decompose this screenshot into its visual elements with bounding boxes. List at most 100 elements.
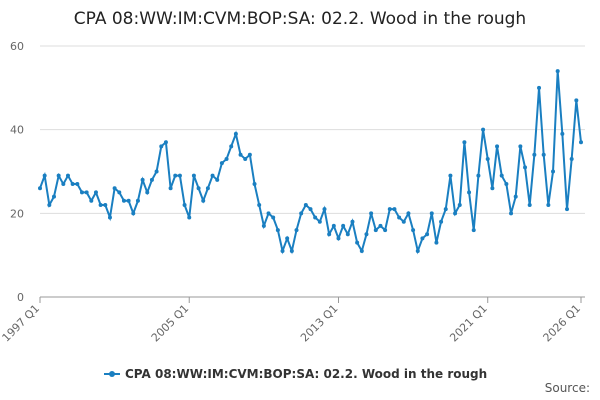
data-point [154, 169, 159, 174]
data-point [462, 140, 467, 145]
data-point [518, 144, 523, 149]
data-point [392, 207, 397, 212]
data-point [65, 173, 70, 178]
data-point [56, 173, 61, 178]
data-point [317, 219, 322, 224]
data-point [387, 207, 392, 212]
data-point [168, 186, 173, 191]
y-tick-label: 0 [17, 291, 24, 304]
data-point [313, 215, 318, 220]
source: Source: [545, 381, 590, 395]
series-line [39, 71, 582, 255]
data-point [331, 223, 336, 228]
data-point [191, 173, 196, 178]
data-point [490, 186, 495, 191]
data-point [205, 186, 210, 191]
data-point [145, 190, 150, 195]
data-point [38, 186, 42, 191]
data-point [495, 144, 500, 149]
data-point [89, 198, 94, 203]
data-point [532, 152, 537, 157]
data-point [355, 240, 360, 245]
data-point [527, 202, 532, 207]
y-tick-label: 60 [10, 40, 24, 53]
data-point [439, 219, 444, 224]
data-point [420, 236, 425, 241]
data-point [551, 169, 556, 174]
data-point [579, 140, 583, 145]
data-point [523, 165, 528, 170]
data-point [350, 219, 355, 224]
data-point [537, 85, 542, 90]
data-point [574, 98, 579, 103]
data-point [341, 223, 346, 228]
data-point [238, 152, 243, 157]
data-point [294, 228, 299, 233]
data-point [257, 202, 262, 207]
x-tick-label: 2013 Q1 [298, 302, 341, 345]
data-point [131, 211, 136, 216]
data-point [369, 211, 374, 216]
legend-marker [109, 371, 115, 377]
data-point [378, 223, 383, 228]
data-point [280, 248, 285, 253]
data-point [140, 177, 145, 182]
data-point [103, 202, 108, 207]
data-point [247, 152, 252, 157]
x-tick-label: 1997 Q1 [0, 302, 42, 345]
data-point [42, 173, 47, 178]
data-point [201, 198, 206, 203]
data-point [560, 131, 565, 136]
data-point [509, 211, 514, 216]
data-point [135, 198, 140, 203]
y-tick-label: 40 [10, 124, 24, 137]
data-point [373, 228, 378, 233]
data-point [345, 232, 350, 237]
data-point [308, 207, 313, 212]
x-tick-label: 2026 Q1 [541, 302, 584, 345]
data-point [453, 211, 458, 216]
data-point [555, 69, 560, 74]
data-point [112, 186, 117, 191]
data-point [224, 156, 229, 161]
data-point [569, 156, 574, 161]
data-point [107, 215, 112, 220]
data-point [229, 144, 234, 149]
data-point [126, 198, 131, 203]
data-point [471, 228, 476, 233]
data-point [252, 182, 257, 187]
data-point [546, 202, 551, 207]
x-tick-label: 2021 Q1 [447, 302, 490, 345]
data-point [504, 182, 509, 187]
data-point [289, 248, 294, 253]
data-point [541, 152, 546, 157]
data-point [219, 161, 224, 166]
data-point [457, 202, 462, 207]
data-point [266, 211, 271, 216]
data-point [98, 202, 103, 207]
data-point [182, 202, 187, 207]
data-point [476, 173, 481, 178]
data-point [285, 236, 290, 241]
data-point [163, 140, 168, 145]
data-point [411, 228, 416, 233]
data-point [261, 223, 266, 228]
data-point [485, 156, 490, 161]
data-point [61, 182, 66, 187]
data-point [79, 190, 84, 195]
data-point [275, 228, 280, 233]
data-point [84, 190, 89, 195]
data-point [401, 219, 406, 224]
data-point [299, 211, 304, 216]
data-point [499, 173, 504, 178]
data-point [117, 190, 122, 195]
data-point [359, 248, 364, 253]
data-point [159, 144, 164, 149]
data-point [383, 228, 388, 233]
data-point [47, 202, 52, 207]
data-point [173, 173, 178, 178]
data-point [397, 215, 402, 220]
data-point [327, 232, 332, 237]
data-point [434, 240, 439, 245]
